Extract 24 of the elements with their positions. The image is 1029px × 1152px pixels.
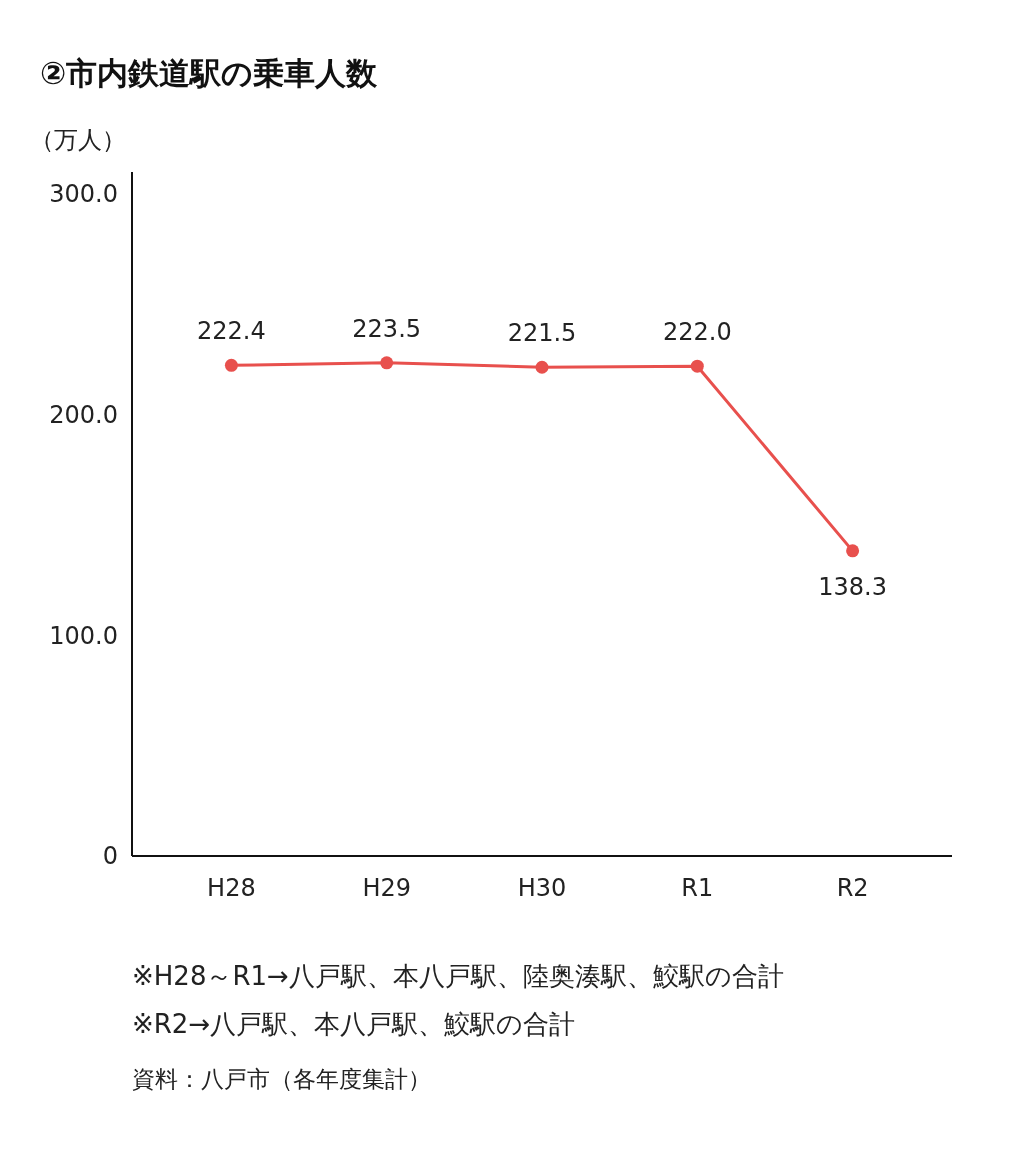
x-tick-label: R1 bbox=[681, 874, 714, 902]
y-tick-label: 0 bbox=[102, 842, 118, 871]
y-tick-label: 200.0 bbox=[49, 401, 118, 430]
data-label: 221.5 bbox=[507, 319, 577, 348]
x-tick-label: H29 bbox=[362, 874, 411, 902]
point bbox=[846, 544, 860, 558]
point bbox=[535, 360, 549, 374]
y-axis-title: （万人） bbox=[30, 126, 126, 154]
text: ※R2→八戸駅、本八戸駅、鮫駅の合計 bbox=[132, 1009, 576, 1039]
x-tick-label: H30 bbox=[517, 874, 567, 902]
point bbox=[690, 359, 704, 373]
y-tick-label: 100.0 bbox=[49, 621, 118, 650]
data-label: 223.5 bbox=[352, 314, 422, 343]
text: ※H28～R1→八戸駅、本八戸駅、陸奥湊駅、鮫駅の合計 bbox=[132, 961, 784, 991]
text: 資料：八戸市（各年度集計） bbox=[132, 1066, 431, 1092]
chart-title: ②市内鉄道駅の乗車人数 bbox=[40, 55, 379, 91]
x-tick-label: H28 bbox=[207, 874, 256, 902]
data-label: 222.0 bbox=[662, 318, 732, 347]
point bbox=[224, 358, 238, 372]
data-label: 138.3 bbox=[818, 572, 887, 601]
y-tick-label: 300.0 bbox=[49, 180, 118, 209]
data-label: 222.4 bbox=[197, 317, 266, 346]
point bbox=[380, 356, 394, 370]
x-tick-label: R2 bbox=[836, 874, 869, 902]
